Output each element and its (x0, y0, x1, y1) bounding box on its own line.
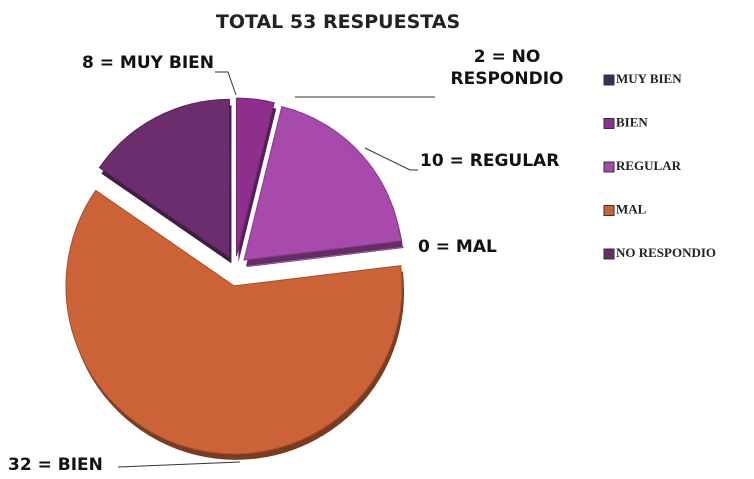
legend-label: NO RESPONDIO (616, 245, 716, 260)
pie-slice (246, 247, 404, 268)
legend-swatch (603, 74, 615, 86)
leader-line (117, 461, 241, 468)
legend-swatch (603, 118, 615, 129)
legend-label: REGULAR (616, 158, 682, 173)
data-label: 8 = MUY BIEN (82, 53, 214, 73)
pie (65, 97, 406, 460)
data-label: 2 = NO RESPONDIO (450, 47, 564, 89)
legend-swatch (603, 248, 615, 260)
legend-swatch (603, 161, 615, 173)
pie-slice (235, 97, 275, 257)
legend: MUY BIEN BIEN REGULAR MAL NO RESPONDIO (603, 71, 716, 260)
leader-lines (117, 71, 435, 468)
data-label: 0 = MAL (418, 237, 497, 257)
leader-line (364, 147, 418, 171)
data-label: 32 = BIEN (8, 455, 103, 475)
leader-line (215, 71, 237, 96)
pie-slice (243, 106, 402, 261)
pie-slice (98, 98, 230, 259)
legend-label: MAL (616, 201, 647, 216)
legend-label: BIEN (616, 114, 648, 129)
legend-label: MUY BIEN (616, 71, 682, 86)
chart-title: TOTAL 53 RESPUESTAS (216, 11, 460, 33)
legend-swatch (603, 205, 615, 216)
data-label: 10 = REGULAR (420, 151, 560, 171)
pie-slice (65, 189, 403, 455)
